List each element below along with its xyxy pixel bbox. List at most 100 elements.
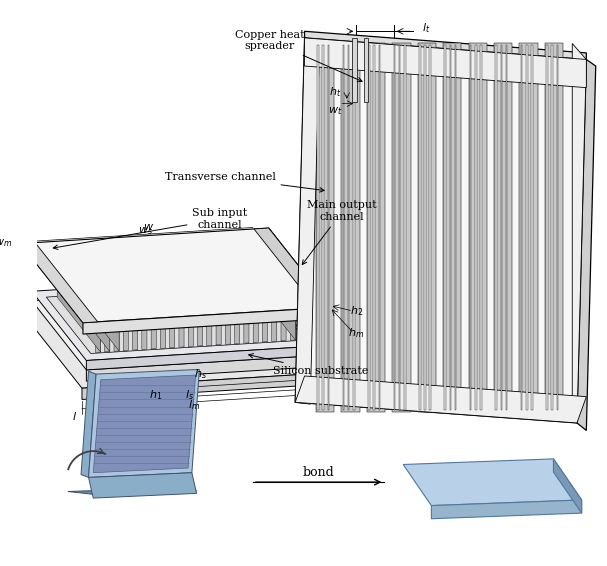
Polygon shape xyxy=(322,45,324,410)
Polygon shape xyxy=(281,314,286,341)
Polygon shape xyxy=(403,459,582,505)
Text: $w_s$: $w_s$ xyxy=(138,225,152,237)
Text: $l_m$: $l_m$ xyxy=(188,398,200,411)
Text: Copper heat
spreader: Copper heat spreader xyxy=(235,30,362,82)
Polygon shape xyxy=(191,262,240,318)
Polygon shape xyxy=(469,44,487,411)
Polygon shape xyxy=(531,45,533,410)
Polygon shape xyxy=(81,371,96,477)
Polygon shape xyxy=(145,265,193,320)
Polygon shape xyxy=(83,307,331,334)
Polygon shape xyxy=(368,45,370,410)
Polygon shape xyxy=(265,286,320,367)
Polygon shape xyxy=(353,45,354,410)
Polygon shape xyxy=(444,45,446,410)
Polygon shape xyxy=(253,316,258,342)
Polygon shape xyxy=(234,317,240,344)
Polygon shape xyxy=(172,263,221,319)
Polygon shape xyxy=(353,38,357,102)
Polygon shape xyxy=(200,261,249,317)
Polygon shape xyxy=(103,255,143,321)
Text: $h_m$: $h_m$ xyxy=(348,326,364,340)
Polygon shape xyxy=(557,45,558,410)
Polygon shape xyxy=(151,323,156,349)
Text: Silicon substrate: Silicon substrate xyxy=(249,354,368,376)
Polygon shape xyxy=(225,318,231,344)
Polygon shape xyxy=(135,265,184,321)
Text: Transverse channel: Transverse channel xyxy=(164,172,324,192)
Polygon shape xyxy=(520,44,538,411)
Polygon shape xyxy=(317,45,319,410)
Polygon shape xyxy=(89,268,138,324)
Polygon shape xyxy=(95,326,101,353)
Polygon shape xyxy=(117,267,166,322)
Polygon shape xyxy=(247,259,296,314)
Polygon shape xyxy=(290,314,296,340)
Polygon shape xyxy=(244,316,249,343)
Text: $h_t$: $h_t$ xyxy=(330,85,342,99)
Text: $w_m$: $w_m$ xyxy=(0,237,12,249)
Polygon shape xyxy=(169,303,202,320)
Polygon shape xyxy=(237,259,286,315)
Polygon shape xyxy=(21,243,98,323)
Polygon shape xyxy=(70,255,143,308)
Polygon shape xyxy=(123,324,129,351)
Polygon shape xyxy=(86,355,320,381)
Polygon shape xyxy=(93,375,195,473)
Text: bond: bond xyxy=(303,466,334,479)
Polygon shape xyxy=(142,323,147,350)
Polygon shape xyxy=(82,372,334,400)
Polygon shape xyxy=(450,45,451,410)
Polygon shape xyxy=(210,261,258,316)
Polygon shape xyxy=(429,45,431,410)
Polygon shape xyxy=(61,271,110,325)
Polygon shape xyxy=(316,44,334,411)
Polygon shape xyxy=(455,45,456,410)
Polygon shape xyxy=(480,45,482,410)
Polygon shape xyxy=(526,45,527,410)
Text: Main input
channel: Main input channel xyxy=(0,565,1,566)
Polygon shape xyxy=(254,228,331,308)
Polygon shape xyxy=(187,247,260,301)
Polygon shape xyxy=(399,45,400,410)
Polygon shape xyxy=(501,45,502,410)
Polygon shape xyxy=(57,271,101,352)
Polygon shape xyxy=(270,290,334,384)
Polygon shape xyxy=(207,319,212,345)
Polygon shape xyxy=(470,45,472,410)
Polygon shape xyxy=(545,44,563,411)
Polygon shape xyxy=(66,271,110,351)
Polygon shape xyxy=(495,45,497,410)
Polygon shape xyxy=(163,264,212,319)
Polygon shape xyxy=(392,44,410,411)
Polygon shape xyxy=(89,370,199,477)
Polygon shape xyxy=(68,488,197,494)
Text: Sub input
channel: Sub input channel xyxy=(53,208,248,250)
Polygon shape xyxy=(393,45,395,410)
Polygon shape xyxy=(76,270,119,351)
Polygon shape xyxy=(105,325,110,352)
Text: Main output
channel: Main output channel xyxy=(302,200,377,264)
Polygon shape xyxy=(432,500,582,519)
Polygon shape xyxy=(506,45,507,410)
Polygon shape xyxy=(160,322,166,349)
Text: Sub input
channel: Sub input channel xyxy=(0,565,1,566)
Polygon shape xyxy=(305,31,586,59)
Text: $l_s$: $l_s$ xyxy=(185,388,194,402)
Polygon shape xyxy=(111,306,143,323)
Polygon shape xyxy=(80,269,129,324)
Polygon shape xyxy=(419,45,421,410)
Polygon shape xyxy=(265,277,320,355)
Polygon shape xyxy=(188,320,193,346)
Polygon shape xyxy=(252,259,296,340)
Polygon shape xyxy=(114,325,119,351)
Text: $l_t$: $l_t$ xyxy=(422,22,431,35)
Polygon shape xyxy=(170,321,175,348)
Polygon shape xyxy=(86,346,320,370)
Polygon shape xyxy=(379,45,380,410)
Polygon shape xyxy=(182,263,231,318)
Polygon shape xyxy=(161,251,202,318)
Polygon shape xyxy=(269,228,331,319)
Polygon shape xyxy=(424,45,426,410)
Polygon shape xyxy=(475,45,476,410)
